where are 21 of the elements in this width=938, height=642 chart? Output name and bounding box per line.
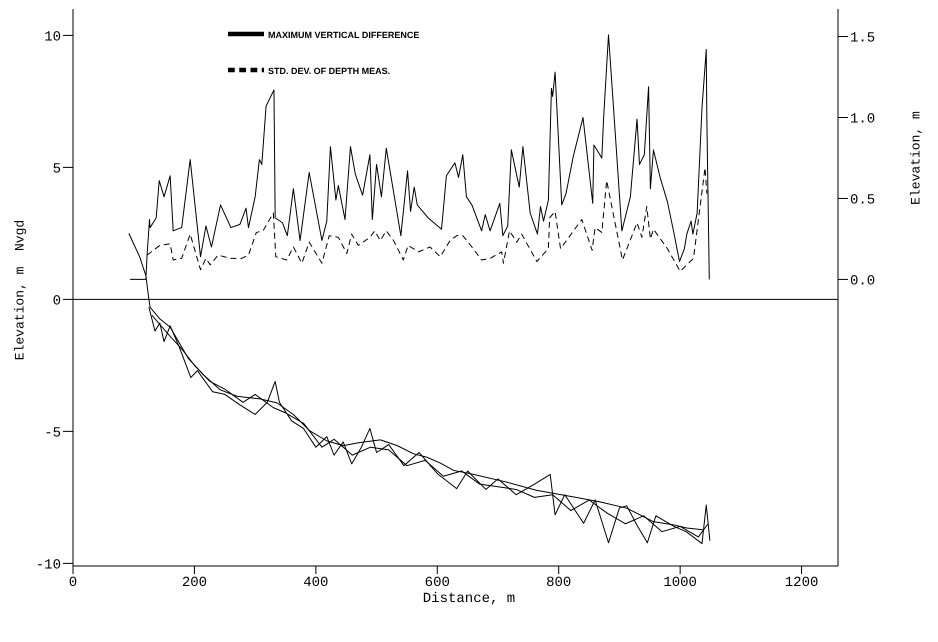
x-tick-label: 1000 bbox=[663, 574, 697, 591]
y-tick-label: -10 bbox=[36, 557, 61, 574]
legend-label: MAXIMUM VERTICAL DIFFERENCE bbox=[268, 30, 420, 40]
x-axis-title: Distance, m bbox=[422, 591, 516, 607]
y2-tick-label: 1.0 bbox=[850, 111, 876, 128]
y-tick-label: 5 bbox=[52, 161, 61, 178]
x-tick-label: 400 bbox=[303, 574, 328, 591]
y2-tick-label: 1.5 bbox=[850, 30, 876, 46]
y-tick-label: 0 bbox=[52, 293, 61, 310]
y2-tick-label: 0.0 bbox=[850, 273, 876, 290]
y2-axis-title: Elevation, m bbox=[908, 111, 924, 205]
y2-tick-label: 0.5 bbox=[850, 192, 876, 208]
legend-label: STD. DEV. OF DEPTH MEAS. bbox=[268, 66, 390, 76]
x-tick-label: 200 bbox=[182, 574, 208, 591]
x-tick-label: 800 bbox=[546, 574, 572, 591]
y-axis-title: Elevation, m Nvgd bbox=[12, 220, 28, 360]
x-tick-label: 1200 bbox=[784, 574, 818, 591]
x-tick-label: 600 bbox=[424, 574, 450, 591]
x-tick-label: 0 bbox=[68, 574, 78, 591]
y-tick-label: -5 bbox=[44, 425, 61, 442]
y-tick-label: 10 bbox=[44, 29, 61, 46]
